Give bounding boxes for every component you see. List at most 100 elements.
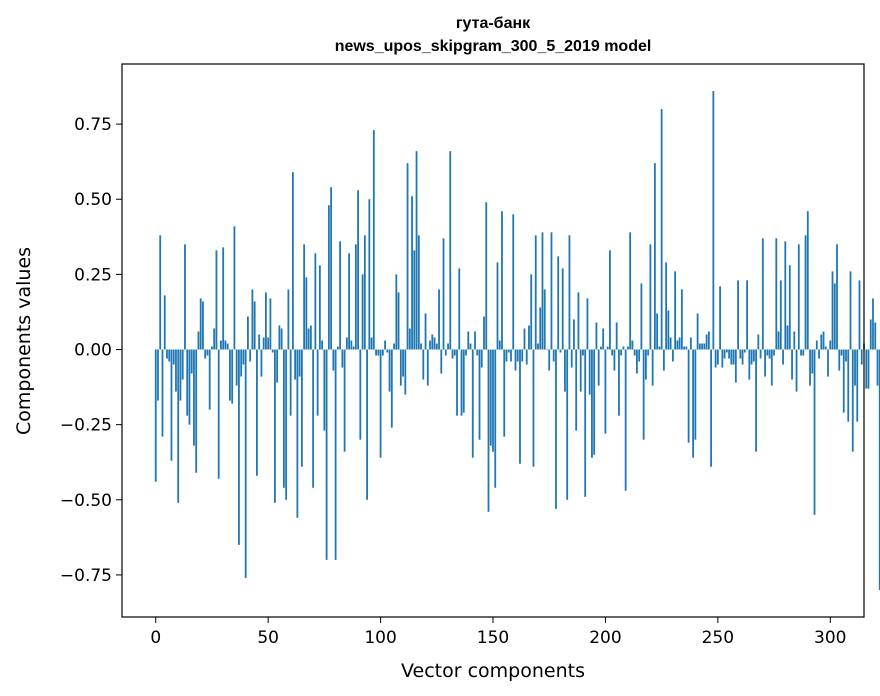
- bar: [312, 349, 315, 488]
- x-tick-label: 100: [364, 628, 396, 648]
- bar: [357, 190, 359, 350]
- bar: [285, 349, 288, 500]
- y-tick-label: 0.25: [74, 265, 112, 285]
- bar: [739, 349, 742, 359]
- bar: [759, 349, 762, 359]
- bar: [154, 349, 157, 482]
- bar: [300, 349, 303, 467]
- bar: [530, 274, 533, 350]
- y-tick-label: −0.50: [60, 491, 112, 511]
- bar: [444, 349, 447, 356]
- bar: [582, 349, 584, 356]
- x-tick-label: 50: [257, 628, 279, 648]
- bar: [716, 349, 719, 365]
- bar: [514, 349, 517, 371]
- bar: [707, 331, 710, 350]
- bar: [622, 346, 625, 350]
- bar: [761, 238, 764, 350]
- bar: [476, 349, 479, 356]
- bar: [658, 346, 661, 350]
- bar: [559, 349, 562, 353]
- x-axis-ticks: 0 50 100 150 200 250 300: [150, 617, 846, 648]
- bar: [822, 331, 825, 350]
- chart-subtitle: news_upos_skipgram_300_5_2019 model: [335, 38, 652, 55]
- bar: [662, 349, 665, 371]
- bar: [651, 349, 654, 386]
- bar: [496, 262, 499, 350]
- bar: [190, 349, 193, 374]
- bar: [487, 349, 490, 512]
- bar: [573, 319, 575, 350]
- bar: [235, 349, 238, 386]
- bar: [777, 331, 780, 350]
- bar: [240, 349, 243, 377]
- bar: [725, 349, 728, 353]
- bar: [842, 349, 845, 413]
- bar: [806, 211, 809, 350]
- bar: [489, 349, 492, 446]
- bar: [534, 235, 537, 350]
- bar: [741, 349, 744, 365]
- bar: [334, 349, 337, 560]
- bar: [615, 322, 618, 350]
- bar: [510, 349, 512, 362]
- bar: [269, 298, 272, 350]
- bar: [348, 253, 350, 350]
- bar: [743, 349, 746, 353]
- bar: [775, 238, 778, 350]
- bar: [449, 151, 452, 350]
- bar: [256, 349, 258, 476]
- bar: [710, 349, 712, 467]
- bar: [660, 109, 663, 350]
- bar: [424, 313, 427, 350]
- bar: [429, 340, 431, 350]
- bar: [645, 349, 647, 380]
- bar: [609, 250, 611, 350]
- bar: [721, 349, 724, 368]
- bar: [611, 349, 614, 356]
- bar: [238, 349, 240, 545]
- bar: [372, 130, 375, 350]
- bar: [784, 241, 787, 350]
- x-tick-label: 200: [589, 628, 621, 648]
- bar: [260, 349, 263, 377]
- bar: [732, 349, 735, 365]
- bar: [402, 349, 404, 377]
- bar: [521, 349, 524, 362]
- bar: [507, 349, 510, 353]
- bar: [512, 214, 515, 350]
- bar: [786, 325, 789, 350]
- bar: [397, 292, 400, 350]
- bar: [764, 349, 766, 377]
- bar: [422, 349, 425, 380]
- bar: [467, 331, 470, 350]
- bar: [685, 346, 688, 350]
- bar: [797, 244, 800, 350]
- bar: [395, 274, 398, 350]
- bar: [177, 349, 180, 503]
- bar: [748, 349, 751, 380]
- bar: [505, 349, 508, 362]
- bar: [265, 292, 267, 350]
- bar: [384, 340, 386, 350]
- bar: [368, 199, 371, 350]
- bar: [593, 349, 596, 455]
- bar: [555, 349, 557, 509]
- bar: [865, 349, 868, 389]
- x-axis-label: Vector components: [401, 660, 585, 682]
- y-tick-label: 0.75: [74, 115, 112, 135]
- bar: [568, 235, 571, 350]
- bar: [566, 349, 569, 500]
- bar: [485, 202, 488, 350]
- bar: [840, 349, 843, 356]
- bar: [613, 349, 616, 371]
- bar: [170, 349, 173, 461]
- bar: [366, 349, 368, 500]
- bar: [323, 349, 326, 431]
- bar: [833, 283, 836, 350]
- bar: [474, 331, 476, 350]
- bar: [309, 325, 312, 350]
- bar: [332, 349, 335, 371]
- bar: [471, 349, 474, 458]
